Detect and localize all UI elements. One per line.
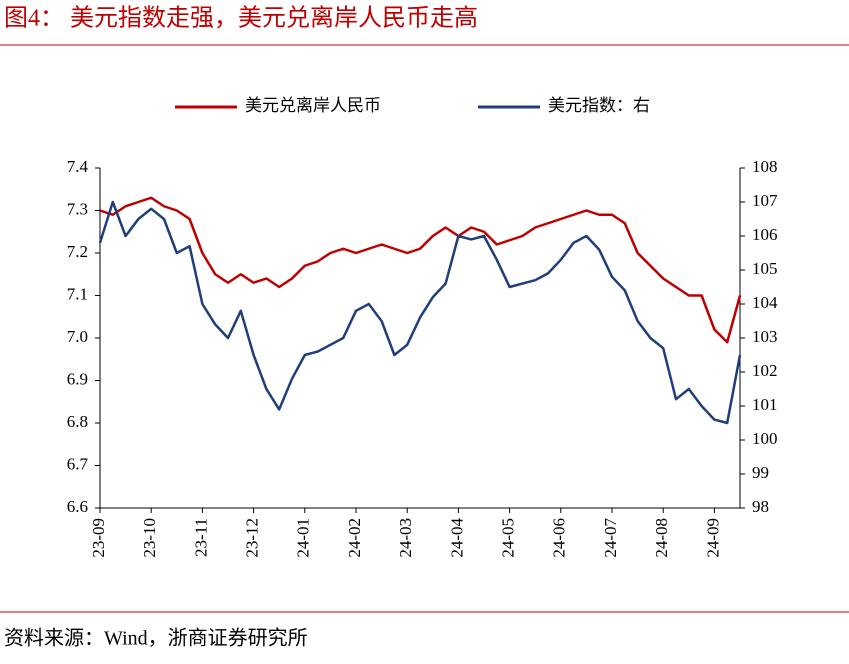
- y2-tick-label: 98: [752, 497, 769, 516]
- y2-tick-label: 104: [752, 293, 778, 312]
- x-tick-label: 23-11: [191, 518, 210, 557]
- x-tick-label: 24-02: [345, 518, 364, 558]
- chart-title: 图4： 美元指数走强，美元兑离岸人民币走高: [4, 5, 478, 32]
- y2-tick-label: 100: [752, 429, 778, 448]
- y-tick-label: 6.6: [67, 497, 88, 516]
- legend-label: 美元兑离岸人民币: [245, 96, 381, 115]
- x-tick-label: 24-05: [499, 518, 518, 558]
- x-tick-label: 24-03: [396, 518, 415, 558]
- y-tick-label: 7.1: [67, 284, 88, 303]
- series-line: [99, 196, 742, 344]
- y-tick-label: 6.9: [67, 369, 88, 388]
- x-tick-label: 24-04: [447, 518, 466, 558]
- y-tick-label: 7.0: [67, 327, 88, 346]
- y2-tick-label: 102: [752, 361, 778, 380]
- x-tick-label: 24-01: [294, 518, 313, 558]
- y2-tick-label: 103: [752, 327, 778, 346]
- y-tick-label: 7.2: [67, 242, 88, 261]
- y2-tick-label: 107: [752, 191, 778, 210]
- source-note: 资料来源：Wind，浙商证券研究所: [4, 627, 308, 650]
- y-tick-label: 7.3: [67, 199, 88, 218]
- x-tick-label: 24-07: [601, 518, 620, 558]
- x-tick-label: 23-12: [243, 518, 262, 558]
- y-tick-label: 6.8: [67, 412, 88, 431]
- y2-tick-label: 101: [752, 395, 778, 414]
- y2-tick-label: 108: [752, 157, 778, 176]
- x-tick-label: 23-10: [140, 518, 159, 558]
- x-tick-label: 24-08: [652, 518, 671, 558]
- y2-tick-label: 106: [752, 225, 778, 244]
- series-line: [98, 200, 742, 425]
- y2-tick-label: 99: [752, 463, 769, 482]
- legend-label: 美元指数：右: [548, 96, 650, 115]
- y-tick-label: 6.7: [67, 454, 89, 473]
- x-tick-label: 23-09: [89, 518, 108, 558]
- x-tick-label: 24-06: [550, 518, 569, 558]
- y2-tick-label: 105: [752, 259, 778, 278]
- y-tick-label: 7.4: [67, 157, 89, 176]
- x-tick-label: 24-09: [703, 518, 722, 558]
